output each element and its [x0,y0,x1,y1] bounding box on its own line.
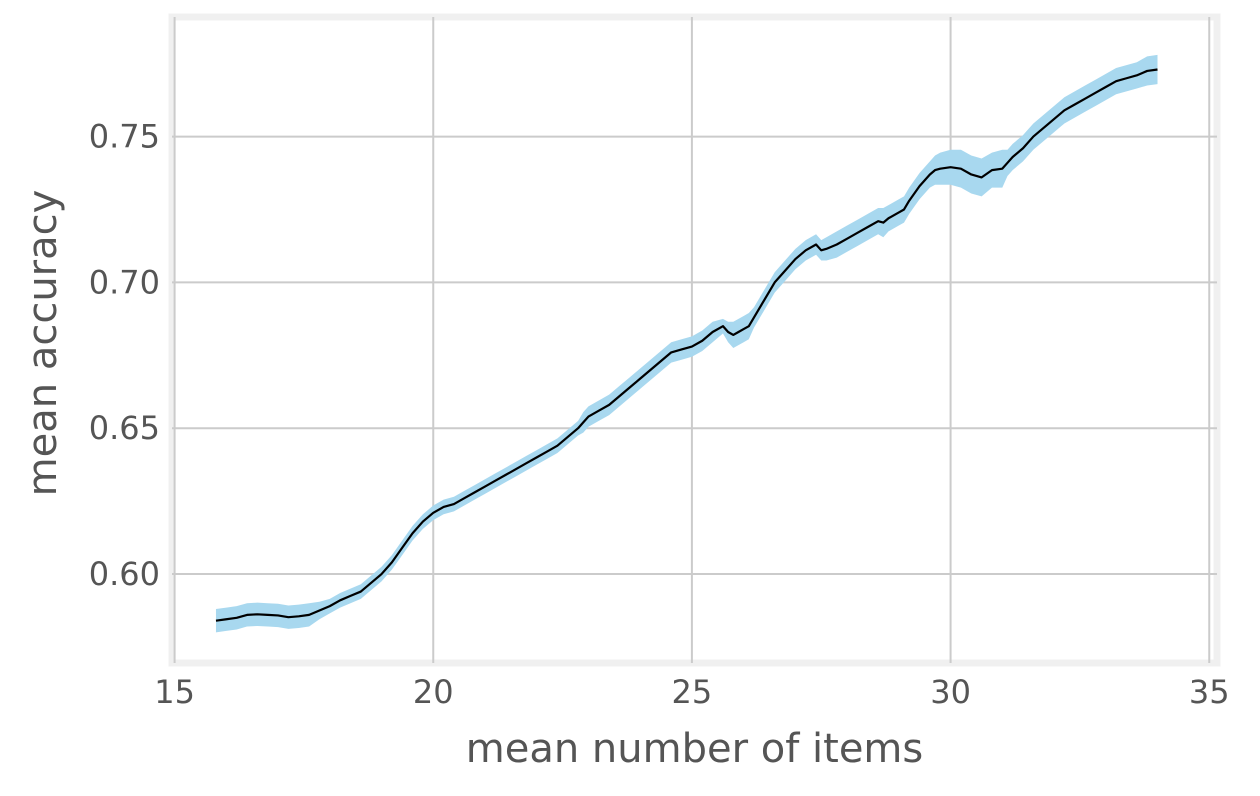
x-tick-label: 25 [672,673,713,711]
x-axis-label: mean number of items [466,726,923,772]
confidence-band-layer [215,54,1158,633]
mean-line-layer [215,68,1158,622]
mean-accuracy-line [215,68,1158,622]
x-tick-label: 15 [154,673,195,711]
confidence-band [215,54,1158,633]
y-tick-label: 0.75 [89,118,160,156]
y-tick-label: 0.70 [89,263,160,301]
tick-labels: 15 20 25 30 35 0.60 0.65 0.70 0.75 [89,118,1230,711]
x-tick-label: 35 [1189,673,1230,711]
x-tick-label: 30 [930,673,971,711]
y-axis-label: mean accuracy [20,190,66,497]
x-tick-label: 20 [413,673,454,711]
y-tick-label: 0.60 [89,555,160,593]
y-tick-label: 0.65 [89,409,160,447]
